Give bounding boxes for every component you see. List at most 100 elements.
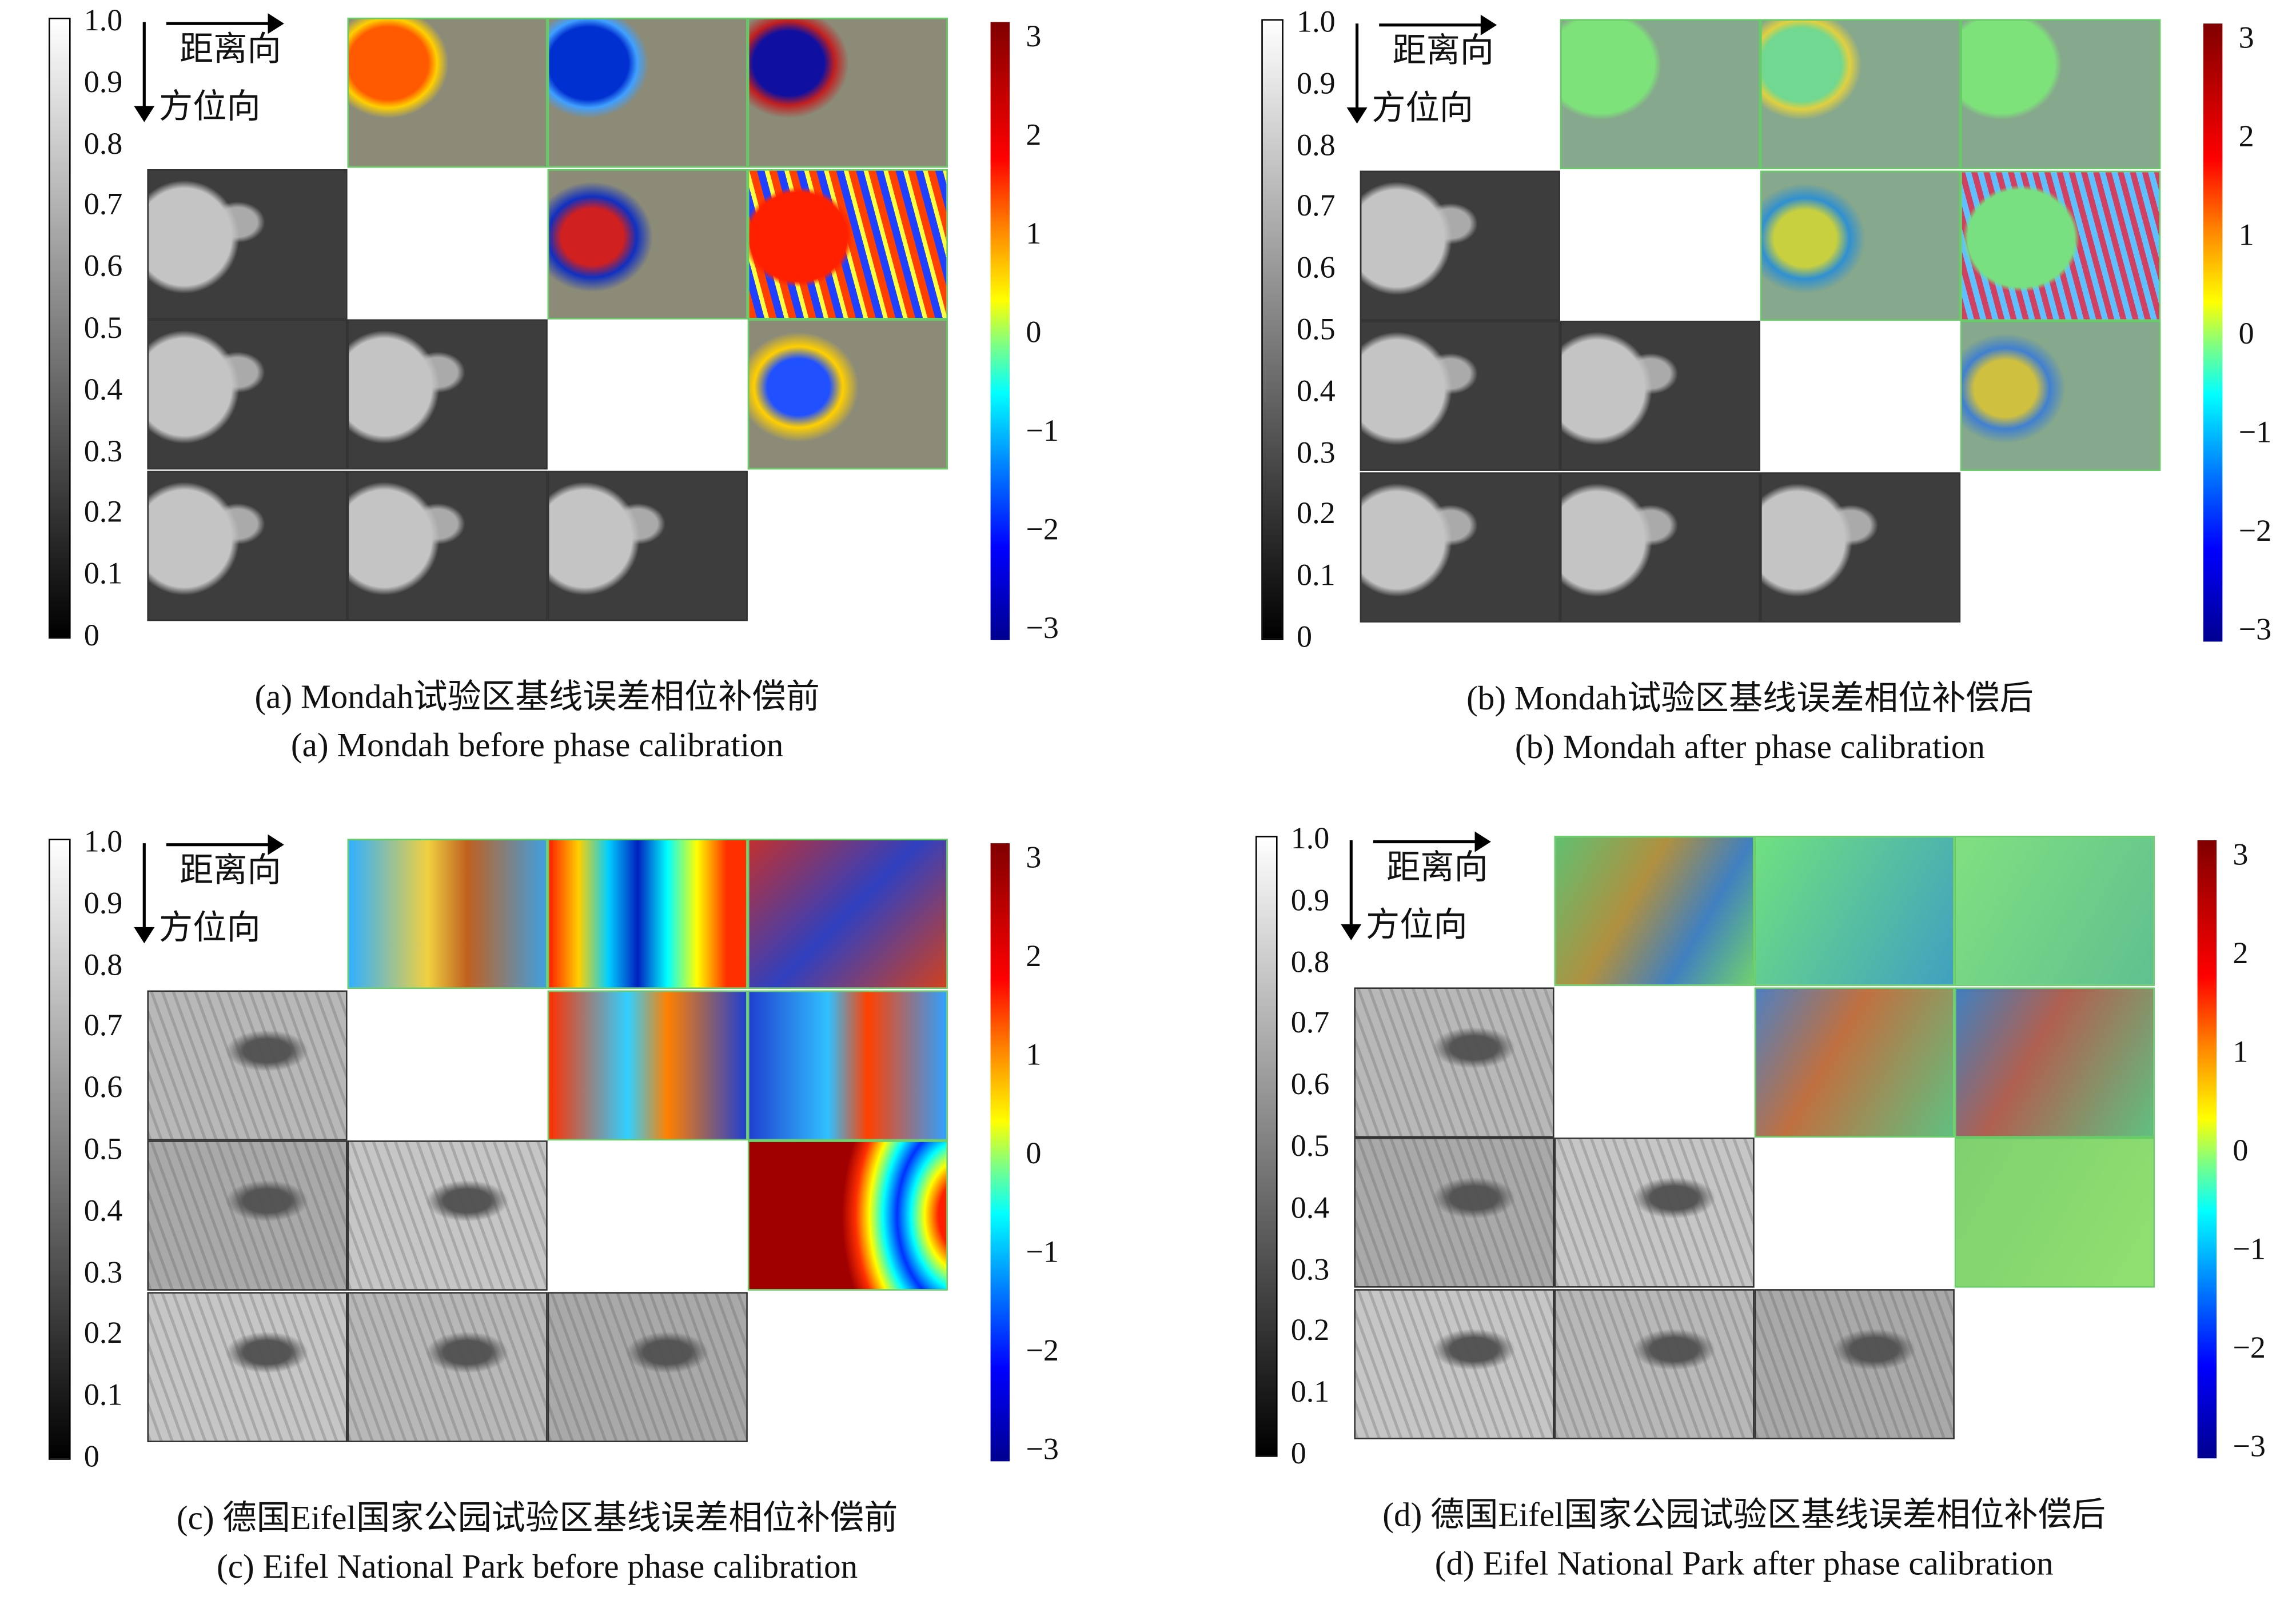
caption-en: (a) Mondah before phase calibration [290,727,784,764]
coherence-tick-label: 0.1 [1290,1374,1330,1410]
coherence-tick-label: 0.7 [83,186,123,222]
interferogram-phase-image [747,989,948,1140]
coherence-amplitude-image [347,1140,548,1291]
range-direction-arrow-icon [166,834,284,855]
interferogram-phase-image [547,168,748,319]
phase-tick-label: 3 [2238,19,2254,55]
interferogram-phase-image [1754,836,1955,986]
phase-tick-label: −1 [1026,413,1059,448]
coherence-amplitude-image [1754,1288,1955,1439]
coherence-amplitude-image [1554,1288,1755,1439]
coherence-tick-label: 0.9 [83,884,123,920]
coherence-tick-label: 1.0 [1297,3,1336,39]
caption-cn: (d) 德国Eifel国家公园试验区基线误差相位补偿后 [1382,1497,2106,1534]
phase-tick-label: 0 [1026,1135,1042,1171]
interferogram-phase-image [1960,170,2161,320]
coherence-tick-label: 0.8 [83,946,123,982]
phase-tick-label: 0 [1026,314,1042,350]
coherence-tick-label: 1.0 [1290,820,1330,856]
coherence-tick-label: 0.2 [1290,1312,1330,1348]
coherence-amplitude-image [1360,170,1560,320]
phase-colorbar [990,843,1010,1462]
interferogram-phase-image [747,319,948,470]
interferogram-phase-image [1954,836,2155,986]
coherence-tick-label: 0.3 [1297,434,1336,470]
coherence-tick-label: 0.7 [1297,188,1336,224]
phase-tick-label: −1 [2238,414,2272,450]
phase-tick-label: −2 [2233,1329,2266,1365]
coherence-tick-label: 0.2 [83,494,123,530]
azimuth-direction-label: 方位向 [159,909,261,947]
interferogram-phase-image [547,989,748,1140]
azimuth-direction-arrow-icon [1346,23,1368,124]
coherence-amplitude-image [1360,472,1560,622]
coherence-tick-label: 0.6 [1290,1066,1330,1102]
coherence-tick-label: 0.4 [1290,1189,1330,1225]
azimuth-direction-label: 方位向 [159,88,261,125]
phase-colorbar [990,22,1010,640]
range-direction-label: 距离向 [180,852,281,889]
coherence-tick-label: 0.8 [83,125,123,161]
interferogram-phase-image [547,17,748,168]
coherence-amplitude-image [147,989,348,1140]
coherence-amplitude-image [1354,1138,1554,1288]
panel-a: 1.0 0.9 0.8 0.7 0.6 0.5 0.4 0.3 0.2 0.1 0 3 2 1 0 −1 −2 −… [0,0,1148,795]
coherence-tick-label: 0 [1297,619,1313,655]
phase-tick-label: −3 [1026,1431,1059,1467]
phase-tick-label: 0 [2238,316,2254,351]
coherence-tick-label: 0.6 [83,248,123,284]
caption-en: (d) Eifel National Park after phase cali… [1434,1545,2054,1582]
coherence-tick-label: 0.6 [83,1069,123,1105]
coherence-tick-label: 0.9 [1297,65,1336,101]
coherence-amplitude-image [1560,321,1760,471]
coherence-tick-label: 0.2 [1297,496,1336,532]
interferogram-phase-image [1954,1138,2155,1288]
coherence-tick-label: 0.5 [1297,311,1336,347]
caption-cn: (a) Mondah试验区基线误差相位补偿前 [254,678,820,716]
phase-tick-label: −2 [1026,511,1059,547]
interferogram-phase-image [747,168,948,319]
coherence-amplitude-image [1360,321,1560,471]
coherence-tick-label: 0 [83,1438,99,1474]
interferogram-phase-image [547,839,748,989]
phase-tick-label: 1 [1026,1036,1042,1072]
caption-cn: (b) Mondah试验区基线误差相位补偿后 [1466,680,2034,717]
coherence-tick-label: 1.0 [83,823,123,859]
coherence-amplitude-image [147,1140,348,1291]
coherence-amplitude-image [147,319,348,470]
coherence-tick-label: 0.2 [83,1315,123,1351]
caption-en: (b) Mondah after phase calibration [1514,728,1985,765]
coherence-amplitude-image [547,1291,748,1442]
phase-tick-label: 1 [2238,217,2254,253]
caption-en: (c) Eifel National Park before phase cal… [217,1548,858,1585]
coherence-colorbar [1255,836,1278,1457]
interferogram-phase-image [747,17,948,168]
interferogram-phase-image [1954,987,2155,1137]
coherence-amplitude-image [147,470,348,621]
panel-d: 1.0 0.9 0.8 0.7 0.6 0.5 0.4 0.3 0.2 0.1 0 3 2 1 0 −1 −2 −… [1207,818,2296,1613]
range-direction-label: 距离向 [1392,32,1494,69]
interferogram-phase-image [747,839,948,989]
coherence-amplitude-image [1354,1288,1554,1439]
coherence-tick-label: 0.6 [1297,249,1336,285]
interferogram-phase-image [1960,19,2161,170]
range-direction-arrow-icon [1379,14,1497,35]
phase-tick-label: −2 [2238,513,2272,548]
coherence-tick-label: 0.4 [83,1192,123,1228]
coherence-tick-label: 0.3 [1290,1251,1330,1287]
coherence-amplitude-image [147,168,348,319]
phase-tick-label: −3 [2238,611,2272,647]
coherence-tick-label: 0.9 [83,63,123,99]
azimuth-direction-arrow-icon [1341,840,1362,941]
coherence-tick-label: 0.7 [1290,1005,1330,1040]
interferogram-phase-image [1754,987,1955,1137]
interferogram-phase-image [347,839,548,989]
phase-tick-label: −2 [1026,1332,1059,1368]
coherence-amplitude-image [1354,987,1554,1137]
interferogram-phase-image [1760,19,1961,170]
coherence-tick-label: 0 [83,617,99,653]
coherence-tick-label: 0.1 [83,1376,123,1412]
panel-b: 1.0 0.9 0.8 0.7 0.6 0.5 0.4 0.3 0.2 0.1 0 3 2 1 0 −1 −2 −… [1213,2,2296,796]
coherence-colorbar [1261,19,1283,640]
